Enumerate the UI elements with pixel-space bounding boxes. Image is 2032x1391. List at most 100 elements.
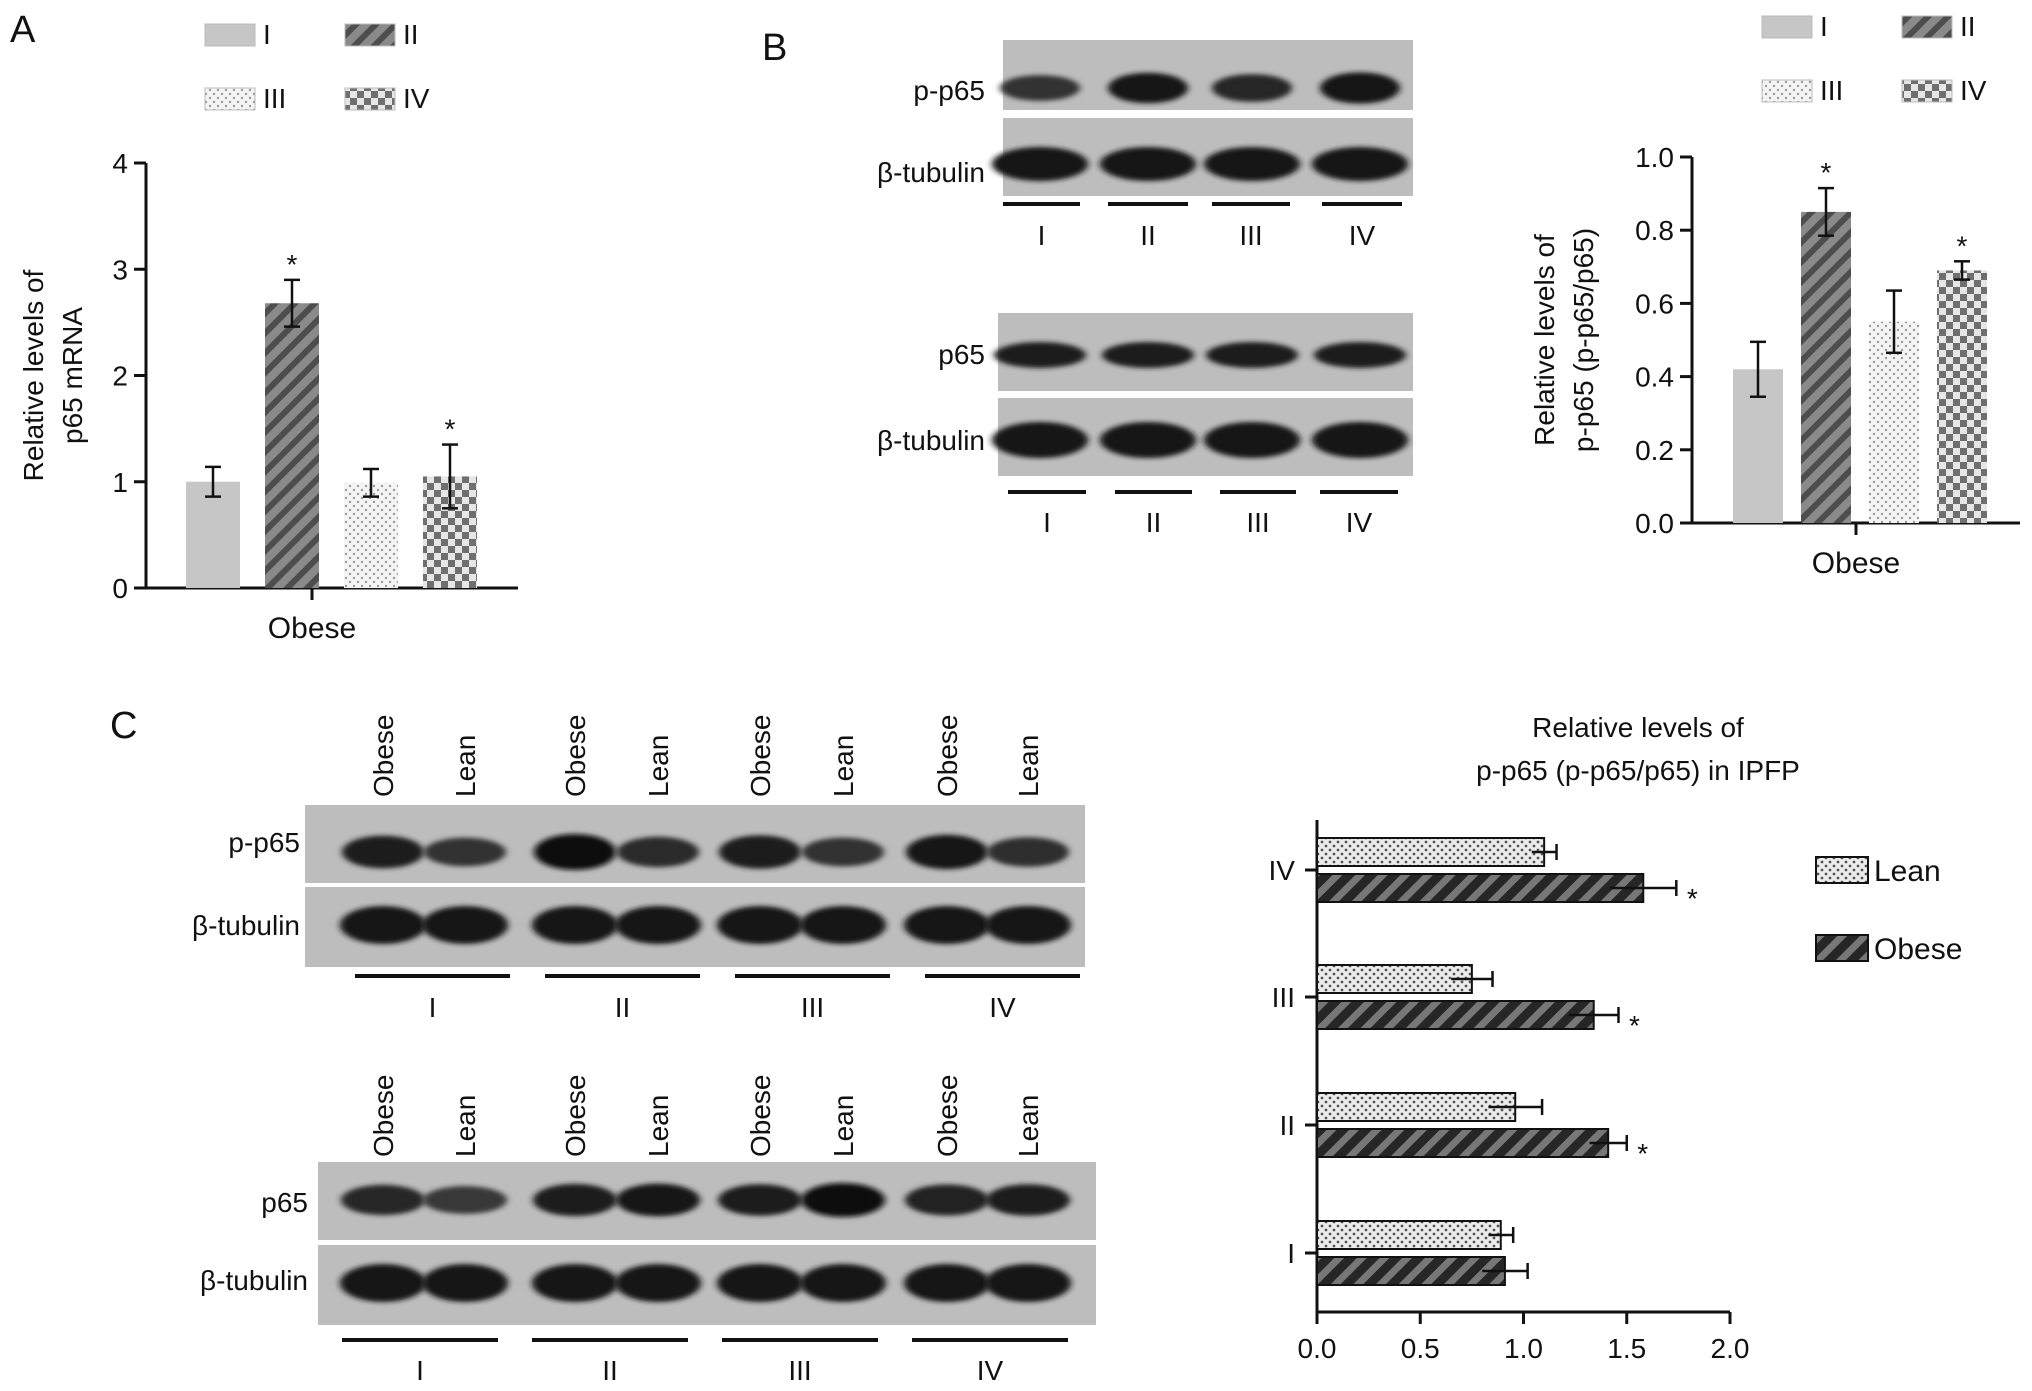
chart-c-significance: * (1637, 1138, 1648, 1169)
blot-c-lane-label-upper-7: Lean (1013, 735, 1044, 797)
legend-a-label-IV: IV (403, 83, 430, 114)
chart-c-bar-lean-IV (1316, 837, 1546, 867)
chart-a-y-label-line2: p65 mRNA (57, 307, 88, 444)
blot-b-band-pp65 (1000, 75, 1080, 101)
legend-a-swatch-IV (344, 87, 396, 111)
legend-b-swatch-II (1901, 15, 1953, 39)
chart-c-x-tick-label: 1.5 (1607, 1333, 1646, 1364)
chart-a-y-tick-label: 4 (112, 148, 128, 179)
blot-b-band-tubulin (1312, 422, 1408, 458)
blot-b-lane-label-IV: IV (1349, 220, 1376, 251)
blot-c-band-p65 (718, 1184, 802, 1216)
blot-c-band-pp65 (342, 835, 424, 869)
legend-b-swatch-III (1761, 79, 1813, 103)
blot-c-band-tubulin (985, 1264, 1071, 1302)
blot-c-band-tubulin (532, 1264, 618, 1302)
blot-c-band-pp65 (987, 837, 1069, 867)
blot-b-label-pp65: p-p65 (913, 75, 985, 106)
chart-a-x-label: Obese (268, 612, 356, 645)
blot-c-lane-label-upper-3: Lean (643, 735, 674, 797)
chart-a-y-label-line1: Relative levels of (18, 269, 49, 481)
blot-c-group-label-III: III (801, 992, 824, 1023)
chart-b-x-label: Obese (1812, 547, 1900, 580)
blot-c-lane-label-lower-4: Obese (745, 1075, 776, 1158)
blot-c-group-label-IV: IV (977, 1355, 1004, 1386)
legend-a-label-I: I (263, 19, 271, 50)
blot-c-group-label-IV: IV (989, 992, 1016, 1023)
chart-c-legend-swatch-obese (1815, 934, 1869, 962)
chart-c-bar-obese-I (1316, 1256, 1506, 1286)
blot-b-band-tubulin (1100, 147, 1196, 181)
panel-label-a: A (10, 9, 36, 51)
blot-b-lane-label-I: I (1043, 507, 1051, 538)
blot-b-band-pp65 (1320, 72, 1400, 104)
chart-c-legend-label-lean: Lean (1874, 855, 1941, 888)
chart-a-bar-I (186, 481, 240, 588)
blot-b-band-p65 (994, 342, 1086, 368)
chart-c-x-tick-label: 1.0 (1504, 1333, 1543, 1364)
blot-c-band-p65 (986, 1184, 1070, 1216)
chart-b-bar-II (1801, 211, 1851, 523)
chart-c-category-II: II (1279, 1110, 1295, 1141)
chart-c-x-tick-label: 2.0 (1711, 1333, 1750, 1364)
blot-c-band-pp65 (424, 837, 506, 867)
blot-b-band-pp65 (1108, 72, 1188, 104)
blot-b-band-tubulin (992, 422, 1088, 458)
blot-b-band-p65 (1102, 342, 1194, 368)
blot-c-band-p65 (533, 1183, 617, 1217)
blot-c-lane-label-lower-0: Obese (368, 1075, 399, 1158)
blot-b-lane-label-II: II (1146, 507, 1162, 538)
chart-c-bar-obese-II (1316, 1128, 1610, 1158)
blot-b-label-tubulin-lower: β-tubulin (877, 425, 985, 456)
blot-c-band-pp65 (802, 837, 884, 867)
blot-b-band-tubulin (1204, 422, 1300, 458)
blot-c-group-label-II: II (615, 992, 631, 1023)
chart-c-bar-obese-III (1316, 1000, 1595, 1030)
blot-c-band-tubulin (532, 906, 618, 944)
blot-b-band-p65 (1206, 342, 1298, 368)
legend-a-label-III: III (263, 83, 286, 114)
chart-b-significance: * (1821, 157, 1832, 188)
blot-c-band-tubulin (340, 1264, 426, 1302)
chart-b-significance: * (1957, 230, 1968, 261)
blot-c-band-pp65 (534, 834, 616, 870)
legend-b-label-II: II (1960, 11, 1976, 42)
blot-c-group-label-I: I (416, 1355, 424, 1386)
chart-b-y-tick-label: 1.0 (1635, 142, 1674, 173)
chart-a-y-tick-label: 0 (112, 573, 128, 604)
chart-b-y-tick-label: 0.6 (1635, 288, 1674, 319)
blot-c-band-tubulin (340, 906, 426, 944)
chart-c-legend-label-obese: Obese (1874, 933, 1962, 966)
chart-c-category-I: I (1287, 1238, 1295, 1269)
blot-c-label-tubulin-upper: β-tubulin (192, 910, 300, 941)
blot-b-band-tubulin (992, 147, 1088, 181)
blot-b-lane-label-III: III (1246, 507, 1269, 538)
chart-a-y-tick-label: 3 (112, 254, 128, 285)
blot-c-lane-label-lower-3: Lean (643, 1095, 674, 1157)
blot-c-lane-label-upper-1: Lean (450, 735, 481, 797)
blot-c-lane-label-lower-6: Obese (932, 1075, 963, 1158)
chart-a-y-tick-label: 1 (112, 467, 128, 498)
blot-c-band-tubulin (904, 906, 990, 944)
panel-label-b: B (762, 27, 787, 69)
blot-c-lane-label-lower-1: Lean (450, 1095, 481, 1157)
chart-c-x-tick-label: 0.5 (1401, 1333, 1440, 1364)
blot-c-band-p65 (341, 1184, 425, 1216)
blot-c-lane-label-lower-5: Lean (828, 1095, 859, 1157)
blot-c-band-pp65 (617, 836, 699, 868)
legend-a-swatch-I (204, 23, 256, 47)
chart-b-y-tick-label: 0.4 (1635, 362, 1674, 393)
chart-b-y-tick-label: 0.0 (1635, 508, 1674, 539)
legend-b-label-I: I (1820, 11, 1828, 42)
blot-c-lane-label-upper-6: Obese (932, 715, 963, 798)
chart-a-bar-II (265, 303, 319, 588)
chart-a-significance: * (287, 249, 298, 280)
blot-c-lane-label-upper-4: Obese (745, 715, 776, 798)
blot-c-lane-label-upper-0: Obese (368, 715, 399, 798)
legend-b-label-III: III (1820, 75, 1843, 106)
chart-c-title-line1: Relative levels of (1532, 712, 1744, 743)
blot-c-band-tubulin (800, 1264, 886, 1302)
chart-a-bar-III (344, 482, 398, 588)
